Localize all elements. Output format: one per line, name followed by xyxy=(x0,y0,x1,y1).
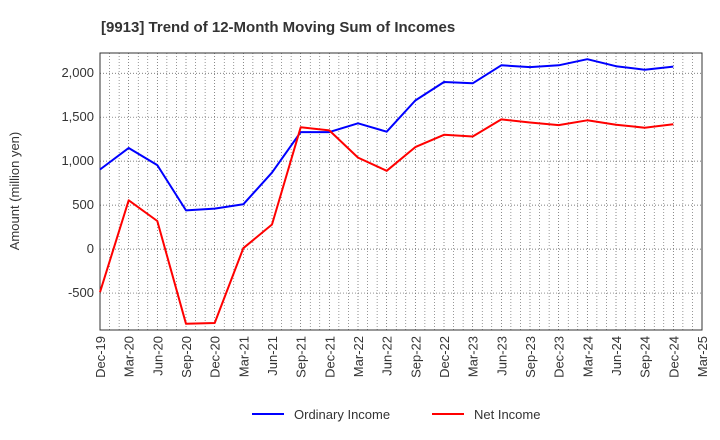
x-tick-label: Sep-24 xyxy=(638,336,653,378)
x-tick-label: Jun-23 xyxy=(494,336,509,376)
x-tick-label: Mar-20 xyxy=(122,336,137,377)
y-tick-label: 1,500 xyxy=(61,109,94,124)
x-tick-label: Dec-24 xyxy=(666,336,681,378)
x-tick-label: Sep-20 xyxy=(179,336,194,378)
x-tick-label: Sep-21 xyxy=(294,336,309,378)
x-tick-label: Dec-21 xyxy=(322,336,337,378)
series-line-net-income xyxy=(99,118,674,325)
plot-area: -500 0 500 1,000 1,500 2,000 Dec-19 Mar-20 Jun-2… xyxy=(61,52,710,378)
y-tick-label: 500 xyxy=(72,197,94,212)
x-tick-label: Dec-20 xyxy=(208,336,223,378)
x-tick-label: Sep-22 xyxy=(408,336,423,378)
plot-border xyxy=(99,52,703,331)
y-tick-label: 1,000 xyxy=(61,153,94,168)
legend-label-ordinary-income: Ordinary Income xyxy=(294,407,390,422)
plot-background xyxy=(100,53,702,330)
legend-label-net-income: Net Income xyxy=(474,407,540,422)
x-tick-label: Jun-24 xyxy=(609,336,624,376)
x-tick-label: Dec-23 xyxy=(552,336,567,378)
legend: Ordinary Income Net Income xyxy=(252,407,540,422)
x-tick-label: Sep-23 xyxy=(523,336,538,378)
x-tick-label: Jun-20 xyxy=(150,336,165,376)
x-tick-label: Mar-24 xyxy=(580,336,595,377)
x-tick-label: Mar-23 xyxy=(466,336,481,377)
y-axis-label: Amount (million yen) xyxy=(7,132,22,251)
y-tick-label: 0 xyxy=(87,241,94,256)
x-tick-label: Dec-19 xyxy=(93,336,108,378)
x-tick-label: Dec-22 xyxy=(437,336,452,378)
x-tick-label: Mar-21 xyxy=(236,336,251,377)
x-tick-label: Mar-25 xyxy=(695,336,710,377)
y-tick-label: 2,000 xyxy=(61,65,94,80)
x-tick-label: Jun-22 xyxy=(380,336,395,376)
y-tick-label: -500 xyxy=(68,285,94,300)
series-line-ordinary-income xyxy=(99,58,674,212)
x-tick-label: Mar-22 xyxy=(351,336,366,377)
x-tick-label: Jun-21 xyxy=(265,336,280,376)
chart-title: [9913] Trend of 12-Month Moving Sum of I… xyxy=(101,19,455,36)
